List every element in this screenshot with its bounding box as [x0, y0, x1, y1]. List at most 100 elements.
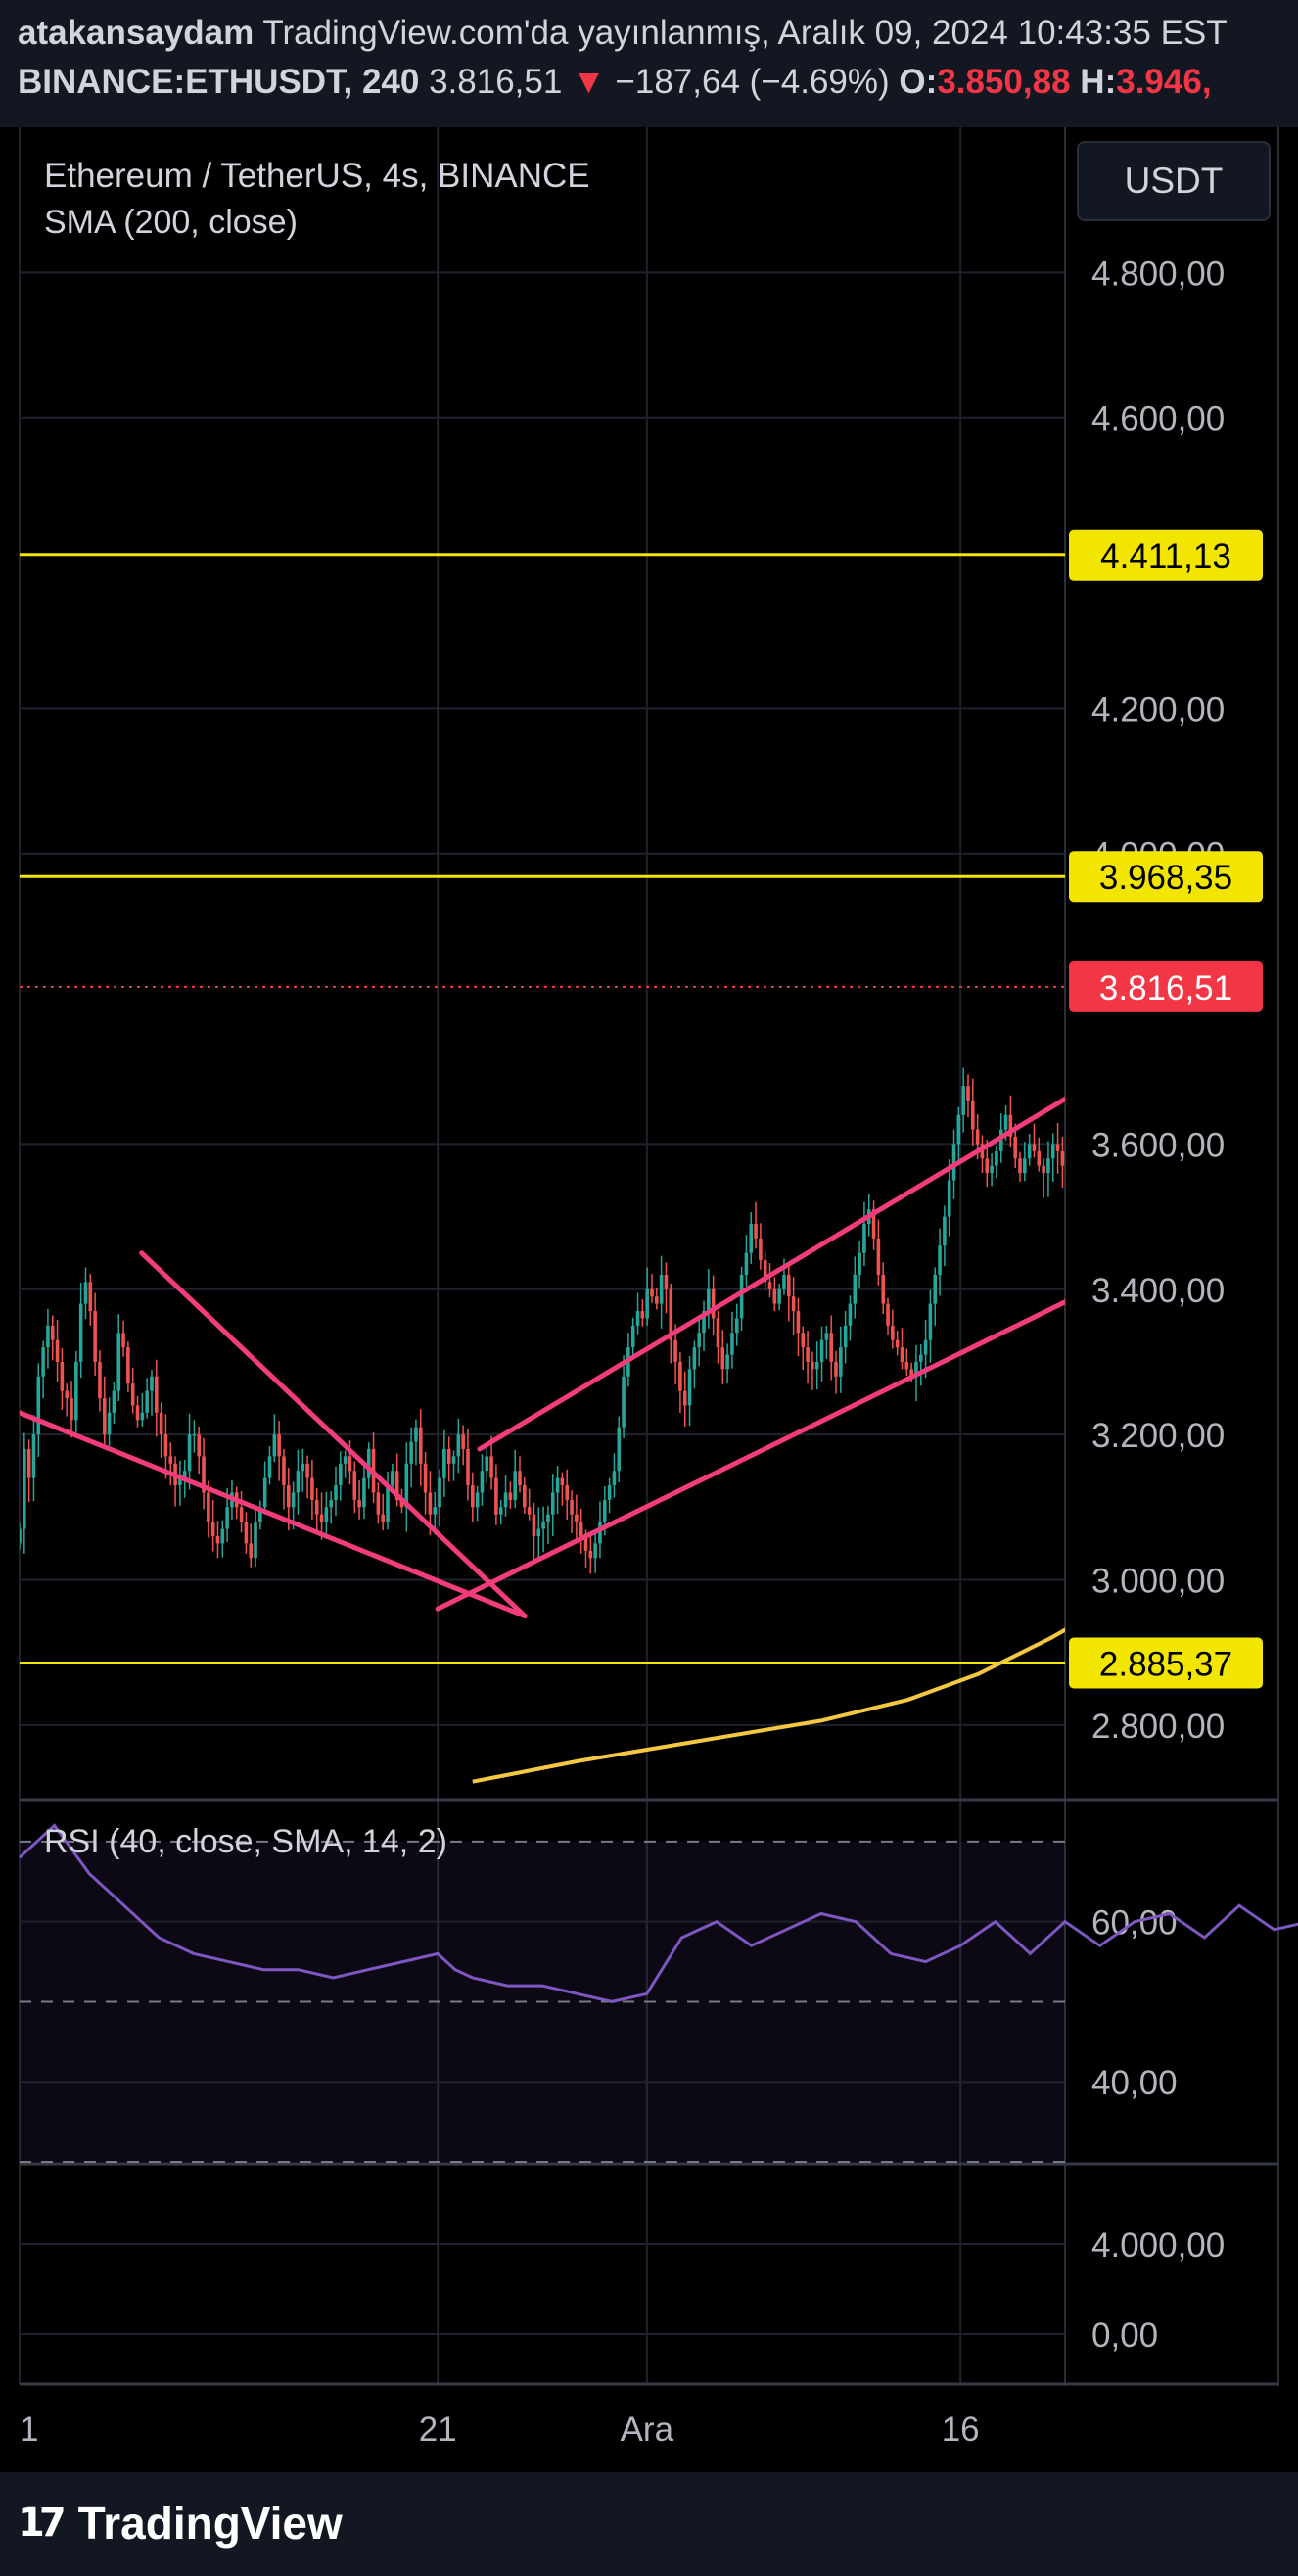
candle-body — [1155, 1050, 1159, 1064]
candle-body — [145, 1390, 149, 1413]
candle-body — [438, 1477, 441, 1508]
candle-body — [971, 1100, 975, 1130]
candle-body — [923, 1339, 928, 1355]
candle-body — [1018, 1158, 1022, 1174]
candle-body — [60, 1361, 65, 1391]
currency-button[interactable]: USDT — [1077, 141, 1271, 221]
candle-body — [843, 1325, 848, 1348]
time-tick-label: 21 — [419, 2411, 457, 2449]
level-price-tag — [1069, 1637, 1263, 1689]
candle-body — [593, 1543, 597, 1559]
candle-body — [1235, 1071, 1239, 1086]
candle-body — [36, 1376, 41, 1435]
candle-body — [1023, 1158, 1027, 1174]
candle-body — [966, 1086, 970, 1101]
candle-body — [480, 1471, 485, 1493]
level-price-tag — [1069, 851, 1263, 903]
candle-body — [938, 1245, 942, 1275]
candle-body — [305, 1463, 309, 1478]
candle-body — [998, 1129, 1003, 1151]
price-tick-label: 3.200,00 — [1091, 1417, 1225, 1455]
publish-header: atakansaydam TradingView.com'da yayınlan… — [0, 0, 1298, 127]
candle-body — [720, 1347, 725, 1370]
candle-body — [881, 1274, 886, 1304]
candle-body — [664, 1274, 669, 1289]
candle-body — [26, 1448, 31, 1478]
candle-body — [78, 1303, 83, 1362]
candle-body — [357, 1499, 361, 1508]
candle-body — [1042, 1165, 1045, 1174]
candle-body — [555, 1477, 560, 1493]
candle-body — [116, 1333, 121, 1391]
candle-body — [1050, 1144, 1055, 1159]
candle-body — [475, 1492, 480, 1508]
candle-body — [749, 1224, 754, 1253]
brand-name: TradingView — [77, 2498, 343, 2549]
price-tick-label: 4.600,00 — [1091, 400, 1225, 439]
candle-body — [282, 1456, 286, 1486]
down-arrow-icon: ▼ — [572, 63, 606, 101]
candle-body — [272, 1434, 277, 1457]
footer: 17 TradingView — [0, 2472, 1298, 2576]
candle-body — [1202, 1056, 1206, 1071]
candle-body — [1150, 1064, 1154, 1079]
candle-body — [394, 1471, 399, 1500]
price-tick-label: 3.000,00 — [1091, 1562, 1225, 1600]
candle-body — [329, 1499, 333, 1508]
candle-body — [163, 1434, 168, 1457]
candle-body — [1274, 1173, 1277, 1175]
candle-body — [494, 1477, 498, 1515]
candle-body — [588, 1550, 593, 1559]
candle-body — [1132, 1043, 1136, 1064]
chart-canvas[interactable]: 4.800,00 4.600,00 4.200,00 4.000,00 3.600,00… — [0, 127, 1298, 2472]
candle-body — [130, 1383, 135, 1406]
candle-body — [650, 1288, 654, 1297]
candle-body — [244, 1522, 249, 1544]
candle-body — [527, 1507, 532, 1515]
candle-body — [536, 1528, 541, 1536]
symbol-line: BINANCE:ETHUSDT, 240 3.816,51 ▼ −187,64 … — [18, 63, 1212, 102]
candle-body — [687, 1369, 692, 1406]
candle-body — [513, 1471, 517, 1500]
candle-body — [1269, 1158, 1273, 1173]
candle-body — [1207, 1050, 1211, 1056]
candle-body — [598, 1522, 602, 1544]
candle-body — [1226, 1094, 1229, 1101]
candle-body — [579, 1522, 583, 1536]
candle-body — [806, 1347, 810, 1362]
candle-body — [98, 1361, 102, 1399]
candle-body — [914, 1361, 918, 1377]
price-tick-label: 3.600,00 — [1091, 1126, 1225, 1164]
candle-body — [1127, 1064, 1131, 1086]
candle-body — [93, 1311, 97, 1362]
candle-body — [1093, 1086, 1097, 1101]
symbol-legend[interactable]: Ethereum / TetherUS, 4s, BINANCE — [44, 157, 590, 195]
author-username[interactable]: atakansaydam — [18, 14, 255, 52]
candle-body — [451, 1456, 456, 1464]
price-tick-label: 4.800,00 — [1091, 255, 1225, 293]
candle-body — [1098, 1071, 1102, 1086]
candle-body — [1160, 1043, 1164, 1050]
candle-body — [772, 1288, 777, 1304]
candle-body — [975, 1129, 980, 1145]
candle-body — [583, 1535, 588, 1551]
candle-body — [759, 1238, 763, 1261]
candle-body — [461, 1434, 465, 1449]
candle-body — [1085, 1115, 1089, 1130]
candle-body — [900, 1347, 904, 1362]
chart-area[interactable]: 4.800,00 4.600,00 4.200,00 4.000,00 3.600,00… — [0, 127, 1298, 2472]
candle-body — [414, 1427, 418, 1442]
candle-body — [862, 1224, 866, 1253]
publish-line: atakansaydam TradingView.com'da yayınlan… — [18, 14, 1228, 53]
candle-body — [215, 1535, 220, 1544]
candle-body — [909, 1369, 913, 1377]
candle-body — [918, 1354, 923, 1362]
level-price-tag — [1069, 529, 1263, 581]
time-tick-label: 1 — [20, 2411, 38, 2449]
candle-body — [1165, 1043, 1169, 1057]
candle-body — [744, 1252, 749, 1275]
tradingview-logo[interactable]: 17 TradingView — [18, 2494, 343, 2553]
high-label: H: — [1080, 63, 1117, 101]
rsi-legend[interactable]: RSI (40, close, SMA, 14, 2) — [44, 1823, 447, 1860]
sma-legend[interactable]: SMA (200, close) — [44, 204, 298, 241]
